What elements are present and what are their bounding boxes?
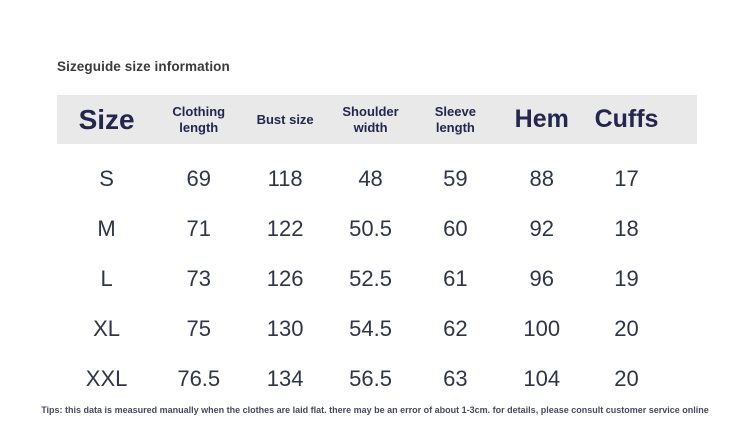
cell-bust-size: 130 xyxy=(266,316,304,341)
table-row-m: M 71 122 50.5 60 92 18 xyxy=(57,204,697,254)
cell-hem: 104 xyxy=(523,366,561,391)
cell-hem: 96 xyxy=(529,266,554,291)
cell-bust-size: 118 xyxy=(267,166,303,191)
cell-sleeve-length: 61 xyxy=(443,266,468,291)
cell-cuffs: 17 xyxy=(614,166,639,191)
table-row-xxl: XXL 76.5 134 56.5 63 104 20 xyxy=(57,354,697,404)
row-size-label: L xyxy=(100,266,113,291)
size-table: Size Clothing length Bust size Shoulder … xyxy=(57,95,697,404)
cell-cuffs: 20 xyxy=(614,316,639,341)
table-header-row: Size Clothing length Bust size Shoulder … xyxy=(57,95,697,144)
footnote-tips: Tips: this data is measured manually whe… xyxy=(41,405,709,415)
page-title: Sizeguide size information xyxy=(57,59,230,74)
cell-shoulder-width: 50.5 xyxy=(349,216,392,241)
table-body: S 69 118 48 59 88 17 M 71 122 50.5 60 92… xyxy=(57,144,697,404)
cell-clothing-length: 69 xyxy=(186,166,211,191)
header-cell-clothing-length: Clothing length xyxy=(172,103,226,135)
cell-cuffs: 18 xyxy=(614,216,639,241)
cell-shoulder-width: 48 xyxy=(358,166,383,191)
table-row-s: S 69 118 48 59 88 17 xyxy=(57,154,697,204)
cell-sleeve-length: 62 xyxy=(443,316,468,341)
table-row-xl: XL 75 130 54.5 62 100 20 xyxy=(57,304,697,354)
cell-hem: 100 xyxy=(523,316,561,341)
cell-bust-size: 126 xyxy=(266,266,304,291)
cell-bust-size: 134 xyxy=(266,366,304,391)
cell-clothing-length: 76.5 xyxy=(177,366,221,391)
row-size-label: XXL xyxy=(85,366,128,391)
cell-shoulder-width: 52.5 xyxy=(349,266,392,291)
header-cell-shoulder-width: Shoulder width xyxy=(342,103,399,135)
header-cell-sleeve-length: Sleeve length xyxy=(434,103,476,135)
cell-cuffs: 20 xyxy=(614,366,639,391)
cell-hem: 92 xyxy=(529,216,554,241)
cell-sleeve-length: 63 xyxy=(443,366,468,391)
cell-clothing-length: 71 xyxy=(186,216,211,241)
header-cell-bust-size: Bust size xyxy=(256,111,314,127)
cell-sleeve-length: 59 xyxy=(443,166,468,191)
cell-hem: 88 xyxy=(529,166,554,191)
row-size-label: XL xyxy=(93,316,121,341)
cell-shoulder-width: 56.5 xyxy=(349,366,392,391)
header-cell-cuffs: Cuffs xyxy=(594,105,659,133)
cell-shoulder-width: 54.5 xyxy=(349,316,392,341)
header-cell-hem: Hem xyxy=(514,105,569,133)
cell-cuffs: 19 xyxy=(614,266,639,291)
cell-sleeve-length: 60 xyxy=(443,216,468,241)
row-size-label: S xyxy=(99,166,114,191)
cell-clothing-length: 73 xyxy=(186,266,211,291)
cell-clothing-length: 75 xyxy=(186,316,211,341)
cell-bust-size: 122 xyxy=(266,216,304,241)
table-row-l: L 73 126 52.5 61 96 19 xyxy=(57,254,697,304)
header-cell-size: Size xyxy=(78,103,135,135)
row-size-label: M xyxy=(97,216,116,241)
